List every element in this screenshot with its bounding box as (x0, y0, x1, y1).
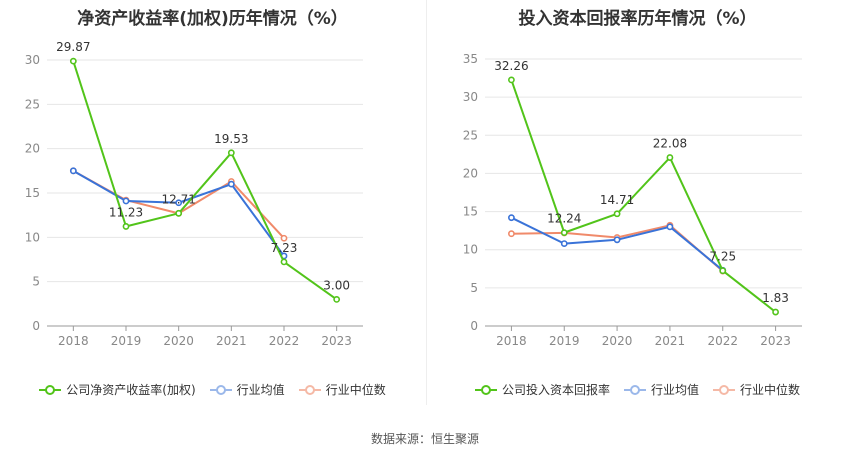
series-line (72, 60, 338, 301)
x-tick-label: 2023 (321, 334, 352, 348)
legend-swatch-icon (39, 384, 62, 396)
roe-line-chart: 0 5 10 15 20 25 30 2018 2019 2020 2021 2022 2023 29.8… (25, 40, 363, 348)
legend-swatch-icon (298, 384, 321, 396)
x-tick-label: 2019 (549, 334, 580, 348)
data-point (560, 240, 568, 248)
data-label: 29.87 (56, 40, 90, 54)
y-tick-label: 5 (32, 275, 40, 289)
legend-label: 公司投入资本回报率 (501, 383, 610, 397)
legend-label: 行业均值 (236, 383, 285, 397)
data-point (508, 230, 515, 238)
x-tick-label: 2023 (760, 334, 791, 348)
legend-swatch-icon (623, 384, 646, 396)
series-line (510, 79, 777, 313)
y-tick-label: 15 (25, 186, 40, 200)
legend-label: 行业均值 (650, 383, 699, 397)
data-label: 19.53 (214, 132, 248, 146)
y-tick-label: 30 (463, 90, 478, 104)
data-point (69, 57, 77, 65)
data-point (508, 76, 515, 84)
legend-item[interactable]: 公司投入资本回报率 (474, 381, 610, 398)
roic-line-chart: 0 5 10 15 20 25 30 35 2018 2019 2020 2021 2022 2023 32… (463, 52, 802, 348)
y-tick-label: 15 (463, 205, 478, 219)
roic-chart-legend: 公司投入资本回报率 行业均值 行业中位数 (425, 381, 850, 398)
data-label: 7.23 (271, 241, 298, 255)
data-label: 14.71 (600, 193, 634, 207)
data-label: 32.26 (494, 59, 528, 73)
roe-chart-panel: 净资产收益率(加权)历年情况（%） 0 5 10 15 20 25 30 2018 2019 20… (0, 0, 425, 410)
y-tick-label: 20 (463, 166, 478, 180)
data-label: 11.23 (109, 205, 143, 219)
data-point (175, 209, 183, 217)
y-tick-label: 0 (32, 319, 40, 333)
legend-label: 行业中位数 (740, 383, 801, 397)
data-label: 12.71 (161, 192, 195, 206)
legend-label: 行业中位数 (325, 383, 386, 397)
x-tick-label: 2018 (58, 334, 89, 348)
y-tick-label: 25 (25, 97, 40, 111)
y-tick-label: 5 (470, 281, 478, 295)
data-label: 1.83 (762, 291, 789, 305)
data-point (122, 223, 130, 230)
x-tick-label: 2018 (496, 334, 527, 348)
roe-chart-legend: 公司净资产收益率(加权) 行业均值 行业中位数 (0, 381, 425, 398)
data-point (508, 214, 515, 222)
data-point (772, 308, 779, 316)
y-tick-label: 35 (463, 52, 478, 66)
data-label: 7.25 (709, 250, 736, 264)
data-label: 22.08 (653, 137, 687, 151)
panel-divider (426, 0, 427, 405)
y-tick-label: 30 (25, 53, 40, 67)
data-point (69, 167, 77, 175)
legend-item[interactable]: 行业均值 (623, 381, 699, 398)
chart-title: 投入资本回报率历年情况（%） (518, 9, 757, 29)
legend-swatch-icon (713, 384, 735, 396)
data-point (560, 229, 568, 237)
y-tick-label: 0 (470, 319, 478, 333)
roic-chart-panel: 投入资本回报率历年情况（%） 0 5 10 15 20 25 30 35 2018 2019 202… (425, 0, 850, 410)
y-tick-label: 10 (463, 243, 478, 257)
legend-item[interactable]: 行业中位数 (298, 381, 386, 398)
data-point (719, 267, 727, 275)
data-source-note: 数据来源：恒生聚源 (370, 432, 479, 446)
x-tick-label: 2020 (163, 334, 194, 348)
legend-swatch-icon (209, 384, 232, 396)
x-tick-label: 2022 (707, 334, 738, 348)
data-label: 3.00 (323, 278, 350, 292)
x-tick-label: 2021 (655, 334, 686, 348)
data-point (613, 210, 621, 218)
data-point (122, 197, 130, 205)
data-point (227, 149, 235, 157)
x-tick-label: 2020 (602, 334, 633, 348)
data-label: 12.24 (547, 212, 581, 226)
legend-item[interactable]: 公司净资产收益率(加权) (39, 381, 196, 398)
data-point (666, 223, 674, 231)
legend-label: 公司净资产收益率(加权) (66, 383, 196, 397)
series-line (510, 216, 724, 272)
data-point (666, 154, 674, 161)
legend-item[interactable]: 行业均值 (209, 381, 285, 398)
data-point (333, 295, 341, 303)
chart-title: 净资产收益率(加权)历年情况（%） (77, 9, 348, 29)
y-tick-label: 25 (463, 128, 478, 142)
legend-item[interactable]: 行业中位数 (713, 381, 800, 398)
x-tick-label: 2021 (216, 334, 247, 348)
data-point (280, 258, 288, 266)
x-tick-label: 2022 (269, 334, 300, 348)
data-point (227, 180, 235, 188)
legend-swatch-icon (474, 384, 497, 396)
data-point (280, 234, 288, 242)
x-tick-label: 2019 (111, 334, 142, 348)
y-tick-label: 20 (25, 142, 40, 156)
data-point (613, 236, 621, 244)
y-tick-label: 10 (25, 230, 40, 244)
data-point (175, 199, 183, 207)
